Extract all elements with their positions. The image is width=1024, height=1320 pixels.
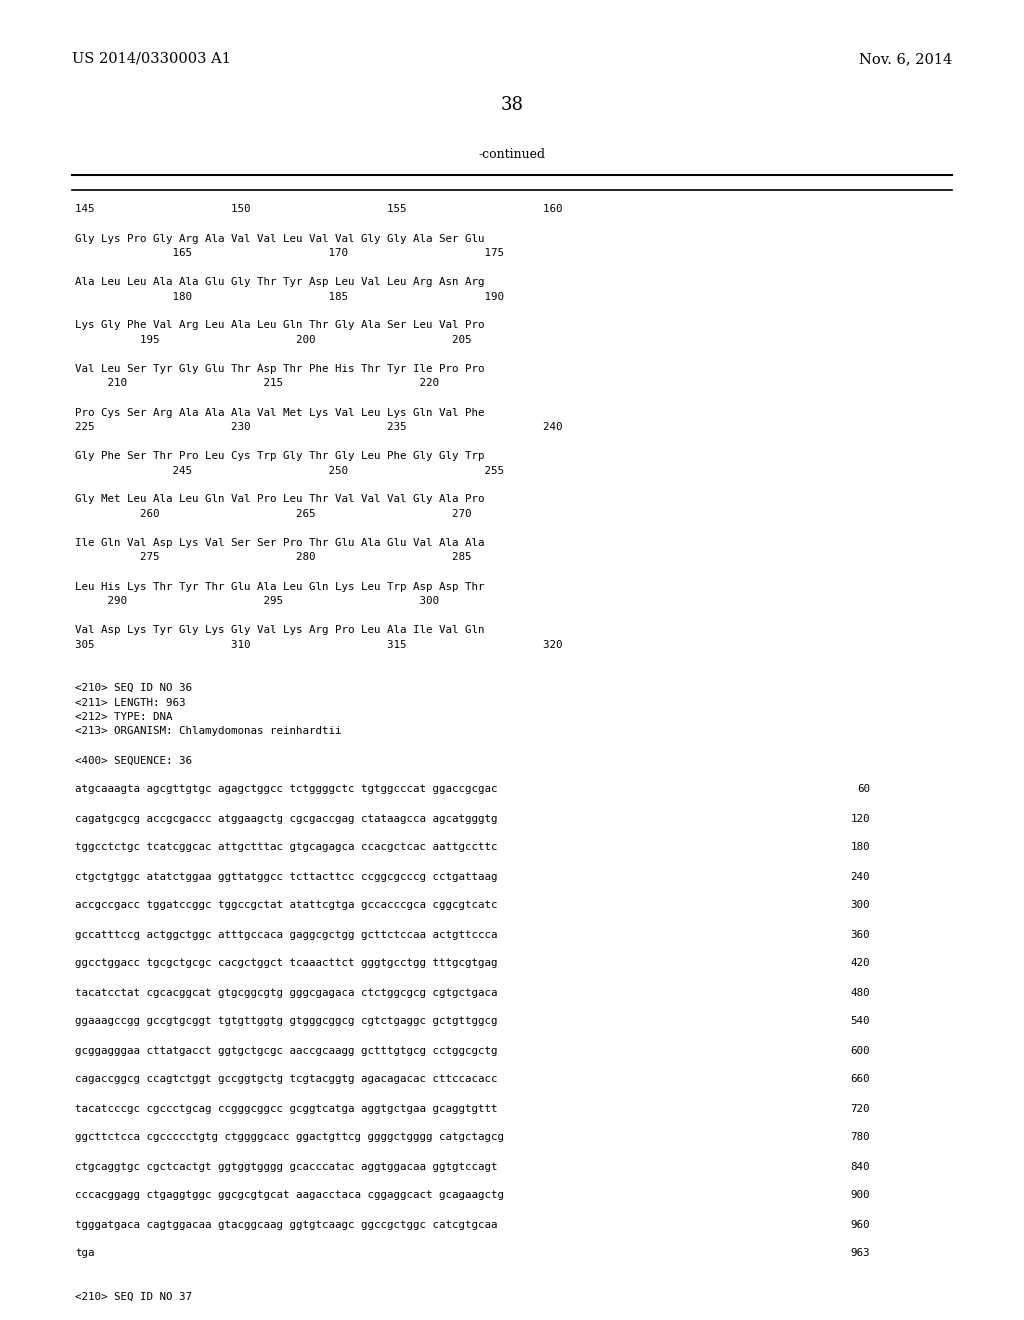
Text: 600: 600 [851,1045,870,1056]
Text: Ala Leu Leu Ala Ala Glu Gly Thr Tyr Asp Leu Val Leu Arg Asn Arg: Ala Leu Leu Ala Ala Glu Gly Thr Tyr Asp … [75,277,484,286]
Text: Val Leu Ser Tyr Gly Glu Thr Asp Thr Phe His Thr Tyr Ile Pro Pro: Val Leu Ser Tyr Gly Glu Thr Asp Thr Phe … [75,364,484,374]
Text: 480: 480 [851,987,870,998]
Text: ctgctgtggc atatctggaa ggttatggcc tcttacttcc ccggcgcccg cctgattaag: ctgctgtggc atatctggaa ggttatggcc tcttact… [75,871,498,882]
Text: <212> TYPE: DNA: <212> TYPE: DNA [75,711,172,722]
Text: tgggatgaca cagtggacaa gtacggcaag ggtgtcaagc ggccgctggc catcgtgcaa: tgggatgaca cagtggacaa gtacggcaag ggtgtca… [75,1220,498,1229]
Text: Gly Lys Pro Gly Arg Ala Val Val Leu Val Val Gly Gly Ala Ser Glu: Gly Lys Pro Gly Arg Ala Val Val Leu Val … [75,234,484,243]
Text: 275                     280                     285: 275 280 285 [75,553,471,562]
Text: ggcctggacc tgcgctgcgc cacgctggct tcaaacttct gggtgcctgg tttgcgtgag: ggcctggacc tgcgctgcgc cacgctggct tcaaact… [75,958,498,969]
Text: Pro Cys Ser Arg Ala Ala Ala Val Met Lys Val Leu Lys Gln Val Phe: Pro Cys Ser Arg Ala Ala Ala Val Met Lys … [75,408,484,417]
Text: gccatttccg actggctggc atttgccaca gaggcgctgg gcttctccaa actgttccca: gccatttccg actggctggc atttgccaca gaggcgc… [75,929,498,940]
Text: 165                     170                     175: 165 170 175 [75,248,504,257]
Text: Val Asp Lys Tyr Gly Lys Gly Val Lys Arg Pro Leu Ala Ile Val Gln: Val Asp Lys Tyr Gly Lys Gly Val Lys Arg … [75,624,484,635]
Text: 260                     265                     270: 260 265 270 [75,510,471,519]
Text: <213> ORGANISM: Chlamydomonas reinhardtii: <213> ORGANISM: Chlamydomonas reinhardti… [75,726,341,737]
Text: <400> SEQUENCE: 36: <400> SEQUENCE: 36 [75,755,193,766]
Text: 180                     185                     190: 180 185 190 [75,292,504,301]
Text: 305                     310                     315                     320: 305 310 315 320 [75,639,562,649]
Text: tacatcccgc cgccctgcag ccgggcggcc gcggtcatga aggtgctgaa gcaggtgttt: tacatcccgc cgccctgcag ccgggcggcc gcggtca… [75,1104,498,1114]
Text: 120: 120 [851,813,870,824]
Text: <210> SEQ ID NO 36: <210> SEQ ID NO 36 [75,682,193,693]
Text: cagaccggcg ccagtctggt gccggtgctg tcgtacggtg agacagacac cttccacacc: cagaccggcg ccagtctggt gccggtgctg tcgtacg… [75,1074,498,1085]
Text: 290                     295                     300: 290 295 300 [75,597,439,606]
Text: 240: 240 [851,871,870,882]
Text: 840: 840 [851,1162,870,1172]
Text: 38: 38 [501,96,523,114]
Text: 245                     250                     255: 245 250 255 [75,466,504,475]
Text: US 2014/0330003 A1: US 2014/0330003 A1 [72,51,230,66]
Text: 225                     230                     235                     240: 225 230 235 240 [75,422,562,432]
Text: tggcctctgc tcatcggcac attgctttac gtgcagagca ccacgctcac aattgccttc: tggcctctgc tcatcggcac attgctttac gtgcaga… [75,842,498,853]
Text: Gly Phe Ser Thr Pro Leu Cys Trp Gly Thr Gly Leu Phe Gly Gly Trp: Gly Phe Ser Thr Pro Leu Cys Trp Gly Thr … [75,451,484,461]
Text: Leu His Lys Thr Tyr Thr Glu Ala Leu Gln Lys Leu Trp Asp Asp Thr: Leu His Lys Thr Tyr Thr Glu Ala Leu Gln … [75,582,484,591]
Text: tga: tga [75,1249,94,1258]
Text: ctgcaggtgc cgctcactgt ggtggtgggg gcacccatac aggtggacaa ggtgtccagt: ctgcaggtgc cgctcactgt ggtggtgggg gcaccca… [75,1162,498,1172]
Text: -continued: -continued [478,148,546,161]
Text: 420: 420 [851,958,870,969]
Text: 540: 540 [851,1016,870,1027]
Text: accgccgacc tggatccggc tggccgctat atattcgtga gccacccgca cggcgtcatc: accgccgacc tggatccggc tggccgctat atattcg… [75,900,498,911]
Text: tacatcctat cgcacggcat gtgcggcgtg gggcgagaca ctctggcgcg cgtgctgaca: tacatcctat cgcacggcat gtgcggcgtg gggcgag… [75,987,498,998]
Text: 900: 900 [851,1191,870,1200]
Text: atgcaaagta agcgttgtgc agagctggcc tctggggctc tgtggcccat ggaccgcgac: atgcaaagta agcgttgtgc agagctggcc tctgggg… [75,784,498,795]
Text: 300: 300 [851,900,870,911]
Text: 963: 963 [851,1249,870,1258]
Text: Lys Gly Phe Val Arg Leu Ala Leu Gln Thr Gly Ala Ser Leu Val Pro: Lys Gly Phe Val Arg Leu Ala Leu Gln Thr … [75,321,484,330]
Text: ggcttctcca cgccccctgtg ctggggcacc ggactgttcg ggggctgggg catgctagcg: ggcttctcca cgccccctgtg ctggggcacc ggactg… [75,1133,504,1143]
Text: 195                     200                     205: 195 200 205 [75,335,471,345]
Text: 60: 60 [857,784,870,795]
Text: <210> SEQ ID NO 37: <210> SEQ ID NO 37 [75,1292,193,1302]
Text: Gly Met Leu Ala Leu Gln Val Pro Leu Thr Val Val Val Gly Ala Pro: Gly Met Leu Ala Leu Gln Val Pro Leu Thr … [75,495,484,504]
Text: 780: 780 [851,1133,870,1143]
Text: 660: 660 [851,1074,870,1085]
Text: 960: 960 [851,1220,870,1229]
Text: gcggagggaa cttatgacct ggtgctgcgc aaccgcaagg gctttgtgcg cctggcgctg: gcggagggaa cttatgacct ggtgctgcgc aaccgca… [75,1045,498,1056]
Text: cagatgcgcg accgcgaccc atggaagctg cgcgaccgag ctataagcca agcatgggtg: cagatgcgcg accgcgaccc atggaagctg cgcgacc… [75,813,498,824]
Text: Ile Gln Val Asp Lys Val Ser Ser Pro Thr Glu Ala Glu Val Ala Ala: Ile Gln Val Asp Lys Val Ser Ser Pro Thr … [75,539,484,548]
Text: <211> LENGTH: 963: <211> LENGTH: 963 [75,697,185,708]
Text: 720: 720 [851,1104,870,1114]
Text: 145                     150                     155                     160: 145 150 155 160 [75,205,562,214]
Text: cccacggagg ctgaggtggc ggcgcgtgcat aagacctaca cggaggcact gcagaagctg: cccacggagg ctgaggtggc ggcgcgtgcat aagacc… [75,1191,504,1200]
Text: 180: 180 [851,842,870,853]
Text: 210                     215                     220: 210 215 220 [75,379,439,388]
Text: 360: 360 [851,929,870,940]
Text: Nov. 6, 2014: Nov. 6, 2014 [859,51,952,66]
Text: ggaaagccgg gccgtgcggt tgtgttggtg gtgggcggcg cgtctgaggc gctgttggcg: ggaaagccgg gccgtgcggt tgtgttggtg gtgggcg… [75,1016,498,1027]
